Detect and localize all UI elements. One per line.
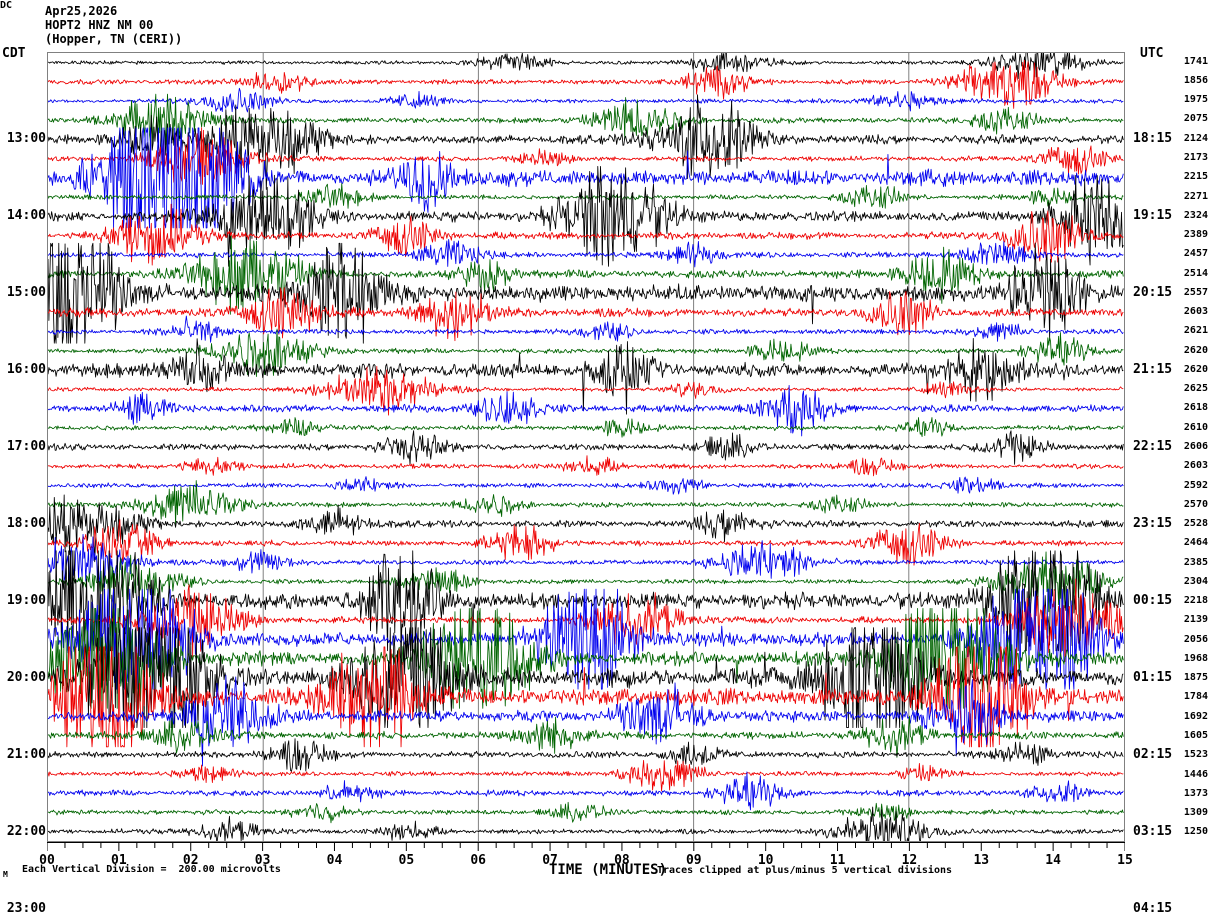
dc-value: 2603 <box>1183 460 1208 472</box>
header-date: Apr25,2026 <box>45 4 118 18</box>
cdt-time-label: 19:00 <box>6 593 46 609</box>
clip-note: Traces clipped at plus/minus 5 vertical … <box>657 865 953 876</box>
header-block: Apr25,2026 HOPT2 HNZ NM 00 (Hopper, TN (… <box>45 4 182 46</box>
dc-value: 2610 <box>1183 421 1208 433</box>
dc-value: 2457 <box>1183 248 1208 260</box>
dc-value: 2514 <box>1183 267 1208 279</box>
x-axis-tick-label: 08 <box>614 853 630 868</box>
dc-value: 1605 <box>1183 730 1208 742</box>
utc-time-label: 23:15 <box>1133 516 1173 532</box>
dc-value: 2621 <box>1183 325 1208 337</box>
dc-value: 2385 <box>1183 556 1208 568</box>
cdt-time-label: 13:00 <box>6 130 46 146</box>
utc-time-label: 02:15 <box>1133 747 1173 763</box>
utc-time-label: 00:15 <box>1133 593 1173 609</box>
dc-value: 1373 <box>1183 787 1208 799</box>
dc-column-caption: DC <box>0 0 13 11</box>
x-axis-tick-label: 12 <box>901 853 918 868</box>
dc-value: 2570 <box>1183 498 1208 510</box>
dc-value: 1741 <box>1183 55 1208 67</box>
dc-value: 1309 <box>1183 807 1208 819</box>
cdt-time-label: 21:00 <box>6 747 46 763</box>
x-axis-ticks <box>47 842 1125 851</box>
utc-time-label: 20:15 <box>1133 284 1173 300</box>
dc-value: 1875 <box>1183 672 1208 684</box>
dc-value: 1968 <box>1183 652 1208 664</box>
x-axis-tick-label: 03 <box>254 853 271 868</box>
seismic-traces-layer <box>48 53 1124 841</box>
x-axis-tick-label: 00 <box>39 853 55 868</box>
dc-value: 1784 <box>1183 691 1208 703</box>
x-axis-tick-label: 01 <box>111 853 127 868</box>
dc-value: 2056 <box>1183 633 1208 645</box>
utc-time-label: 04:15 <box>1133 901 1173 916</box>
cdt-time-label: 20:00 <box>6 670 46 686</box>
utc-time-label: 18:15 <box>1133 130 1173 146</box>
x-axis-tick-label: 11 <box>829 853 846 868</box>
footer-block: M Each Vertical Division = 200.00 microv… <box>0 862 1210 884</box>
helicorder-plot[interactable] <box>47 52 1125 842</box>
utc-time-label: 22:15 <box>1133 439 1173 454</box>
utc-time-label: 21:15 <box>1133 361 1173 377</box>
dc-value: 2139 <box>1183 614 1208 626</box>
cdt-time-label: 18:00 <box>6 516 46 532</box>
x-axis-tick-label: 14 <box>1045 853 1061 868</box>
dc-value: 2603 <box>1183 306 1208 318</box>
dc-value: 2215 <box>1183 171 1208 183</box>
cdt-time-label: 22:00 <box>6 824 46 840</box>
utc-axis-caption: UTC <box>1140 46 1164 61</box>
header-station: HOPT2 HNZ NM 00 <box>45 18 154 32</box>
dc-value: 2528 <box>1183 518 1208 530</box>
x-axis-tick-label: 09 <box>685 853 702 868</box>
dc-value: 2606 <box>1183 441 1208 452</box>
dc-value: 1975 <box>1183 94 1208 106</box>
dc-value: 2620 <box>1183 344 1208 356</box>
dc-value: 2464 <box>1183 537 1208 549</box>
dc-value: 2271 <box>1183 190 1208 202</box>
x-axis-tick-label: 15 <box>1117 853 1133 868</box>
dc-value: 1446 <box>1183 768 1208 780</box>
cdt-time-label: 15:00 <box>6 284 46 300</box>
dc-value: 2218 <box>1183 595 1208 607</box>
cdt-time-label: 14:00 <box>6 207 46 223</box>
x-axis-tick-label: 07 <box>542 853 558 868</box>
dc-value: 2389 <box>1183 229 1208 241</box>
cdt-axis-caption: CDT <box>2 46 26 61</box>
dc-value: 1692 <box>1183 710 1208 722</box>
dc-value: 2618 <box>1183 402 1208 414</box>
dc-value: 2625 <box>1183 383 1208 395</box>
utc-time-label: 03:15 <box>1133 824 1173 840</box>
x-axis-tick-label: 02 <box>182 853 199 868</box>
dc-value: 2557 <box>1183 286 1208 298</box>
dc-value: 1250 <box>1183 826 1208 838</box>
dc-value: 2075 <box>1183 113 1208 125</box>
header-location: (Hopper, TN (CERI)) <box>45 32 183 46</box>
dc-value: 1856 <box>1183 74 1208 86</box>
dc-value: 2324 <box>1183 209 1208 221</box>
grid-layer <box>262 53 910 841</box>
mini-m-label: M <box>3 870 8 879</box>
utc-time-label: 01:15 <box>1133 670 1173 686</box>
dc-value: 2304 <box>1183 575 1208 587</box>
dc-value: 2124 <box>1183 132 1208 144</box>
dc-value: 1523 <box>1183 749 1208 761</box>
vertical-division-note: Each Vertical Division = 200.00 microvol… <box>22 864 281 875</box>
cdt-time-label: 23:00 <box>6 901 46 916</box>
dc-value: 2620 <box>1183 363 1208 375</box>
cdt-time-label: 17:00 <box>6 439 46 454</box>
dc-value: 2592 <box>1183 479 1208 491</box>
utc-time-label: 19:15 <box>1133 207 1173 223</box>
x-axis-tick-label: 05 <box>398 853 415 868</box>
dc-value: 2173 <box>1183 151 1208 163</box>
x-axis-tick-label: 13 <box>973 853 990 868</box>
x-axis-tick-label: 04 <box>326 853 343 868</box>
x-axis-tick-label: 10 <box>757 853 774 868</box>
time-axis-caption: TIME (MINUTES) <box>549 862 668 878</box>
x-axis-tick-label: 06 <box>470 853 487 868</box>
cdt-time-label: 16:00 <box>6 361 46 377</box>
